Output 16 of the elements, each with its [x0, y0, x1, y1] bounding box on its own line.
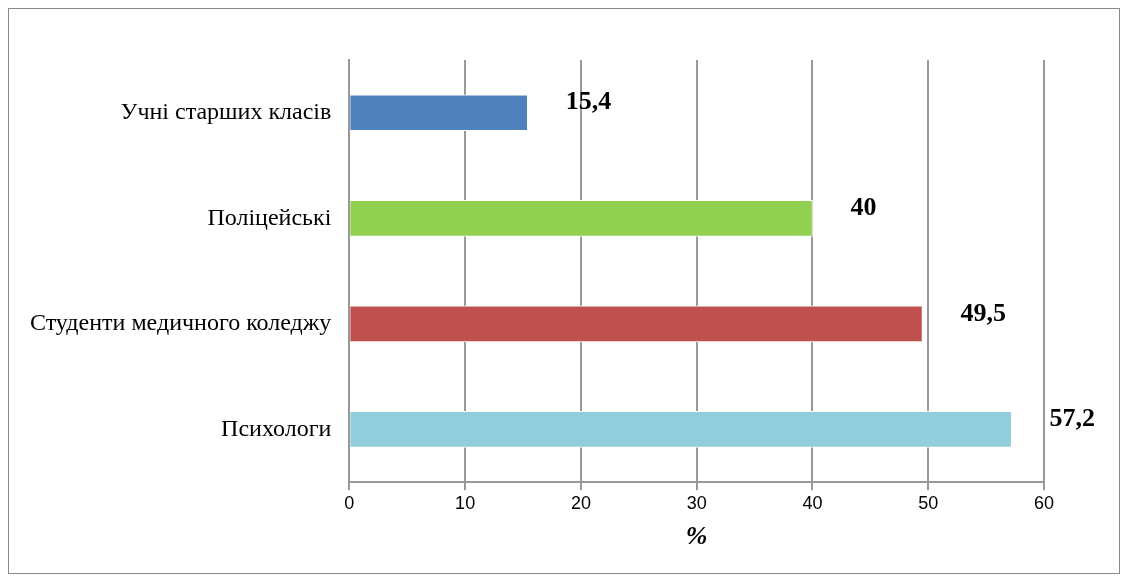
y-tick-label: Студенти медичного коледжу: [30, 309, 332, 336]
data-label: 40: [850, 192, 877, 222]
y-tick-label: Учні старших класів: [120, 98, 332, 125]
x-tick-label: 40: [802, 492, 823, 513]
x-tick-label: 10: [455, 492, 476, 513]
data-label: 57,2: [1049, 403, 1096, 433]
x-tick-label: 20: [570, 492, 591, 513]
y-tick-label: Поліцейські: [207, 203, 332, 230]
data-label: 49,5: [960, 297, 1006, 327]
x-axis-title: %: [685, 521, 708, 551]
x-tick-label: 60: [1033, 492, 1055, 513]
x-tick-label: 50: [918, 492, 939, 513]
x-tick-label: 30: [686, 492, 707, 513]
data-label: 15,4: [565, 86, 612, 116]
y-tick-label: Психологи: [221, 414, 332, 441]
x-tick-label: 0: [344, 492, 355, 513]
